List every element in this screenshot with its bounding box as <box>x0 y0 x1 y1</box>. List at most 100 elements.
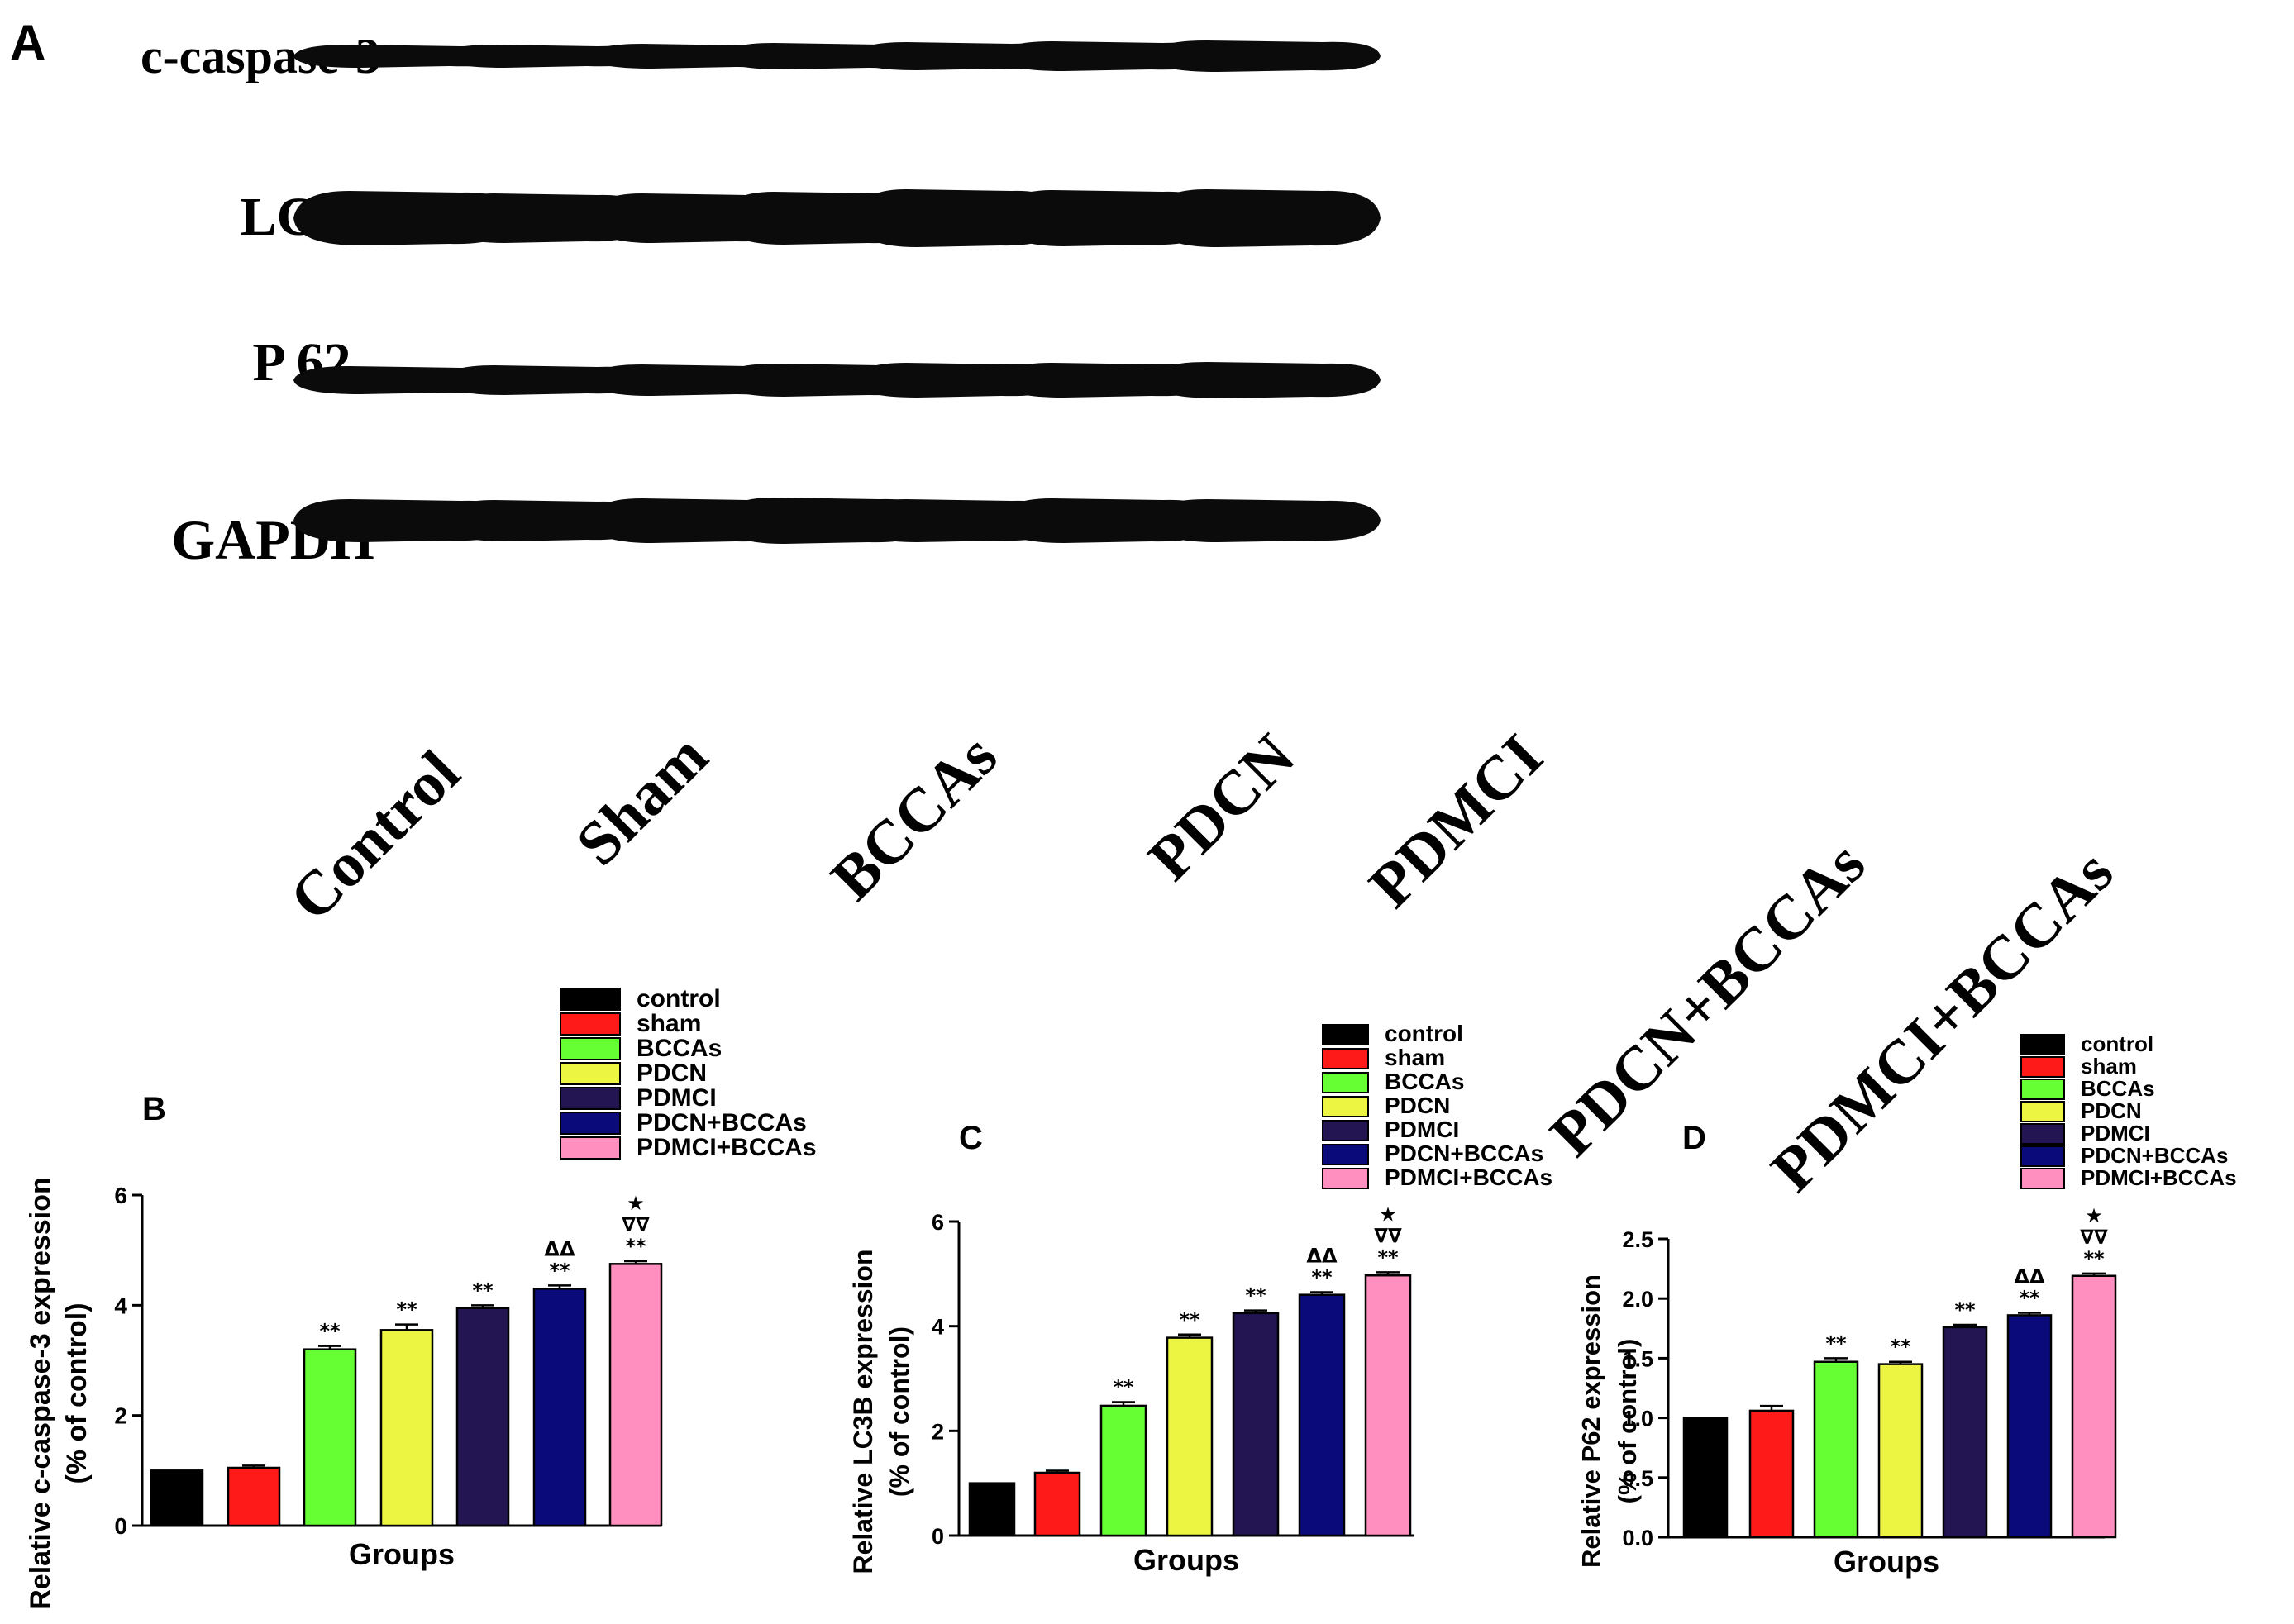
legend-swatch <box>1322 1144 1369 1165</box>
legend-swatch <box>1322 1120 1369 1141</box>
legend-swatch <box>560 1136 621 1160</box>
legend-label: control <box>1385 1021 1463 1046</box>
significance-label: ∇∇ <box>2080 1226 2108 1249</box>
y-tick-label: 2 <box>932 1419 944 1444</box>
legend-label: PDCN <box>1385 1093 1450 1118</box>
legend-label: PDMCI+BCCAs <box>1385 1164 1552 1190</box>
x-axis-label: Groups <box>1133 1543 1239 1577</box>
lane-label: Control <box>276 738 473 935</box>
significance-label: ★ <box>1379 1203 1397 1226</box>
y-tick-label: 4 <box>932 1315 944 1340</box>
legend-swatch <box>560 1062 621 1085</box>
legend-swatch <box>2020 1145 2065 1167</box>
y-tick-label: 0 <box>932 1524 944 1549</box>
significance-label: ** <box>1311 1266 1333 1289</box>
y-tick-label: 0.0 <box>1622 1526 1653 1550</box>
y-axis-label: Relative LC3B expression <box>848 1249 878 1574</box>
y-axis-label: Relative c-caspase-3 expression <box>25 1177 56 1610</box>
significance-label: ΔΔ <box>2014 1265 2045 1288</box>
significance-label: ** <box>2083 1247 2105 1270</box>
legend-swatch <box>2020 1056 2065 1078</box>
bar <box>968 1482 1016 1537</box>
bar <box>1942 1326 1988 1539</box>
legend-label: PDMCI+BCCAs <box>637 1134 817 1161</box>
y-tick-label: 1.0 <box>1622 1407 1653 1431</box>
y-axis-label: Relative P62 expression <box>1576 1274 1605 1568</box>
x-axis-label: Groups <box>1834 1545 1939 1579</box>
legend-label: PDMCI <box>637 1084 717 1112</box>
significance-label: ** <box>396 1298 417 1322</box>
y-tick-label: 0.5 <box>1622 1466 1653 1491</box>
legend-label: PDCN+BCCAs <box>2081 1143 2228 1168</box>
bar <box>1682 1417 1729 1539</box>
y-tick-label: 6 <box>932 1210 944 1235</box>
y-axis-label: (% of control) <box>61 1303 93 1484</box>
bar <box>1033 1471 1081 1537</box>
bar <box>1232 1312 1280 1537</box>
legend-swatch <box>560 1012 621 1036</box>
bar <box>1877 1363 1924 1539</box>
legend-label: sham <box>637 1010 701 1037</box>
bar <box>227 1466 281 1527</box>
y-tick-label: 1.5 <box>1622 1346 1653 1371</box>
legend-swatch <box>560 1037 621 1060</box>
legend-swatch <box>1322 1072 1369 1093</box>
panel-label: C <box>959 1120 983 1156</box>
bar <box>150 1469 204 1527</box>
legend-swatch <box>2020 1123 2065 1145</box>
legend-swatch <box>1322 1096 1369 1117</box>
bar <box>608 1263 663 1527</box>
significance-label: ** <box>472 1279 494 1302</box>
panel-label: B <box>142 1091 166 1127</box>
legend-swatch <box>2020 1101 2065 1122</box>
y-tick-label: 2.5 <box>1622 1227 1653 1252</box>
legend-swatch <box>560 988 621 1011</box>
legend-swatch <box>1322 1024 1369 1045</box>
significance-label: ∇∇ <box>1374 1224 1402 1247</box>
lane-label: Sham <box>563 722 721 879</box>
y-tick-label: 6 <box>114 1183 127 1208</box>
y-axis-label: (% of control) <box>1613 1339 1642 1504</box>
y-axis-label: (% of control) <box>885 1326 914 1497</box>
y-tick-label: 4 <box>114 1293 127 1318</box>
bar <box>1166 1336 1214 1537</box>
significance-label: ** <box>1179 1308 1200 1331</box>
significance-label: ∇∇ <box>622 1213 650 1236</box>
legend-label: BCCAs <box>2081 1076 2155 1101</box>
legend-swatch <box>2020 1034 2065 1055</box>
legend-swatch <box>2020 1168 2065 1189</box>
bar <box>1364 1274 1412 1537</box>
lane-label: PDMCI <box>1357 722 1556 921</box>
blot-band <box>1149 499 1381 542</box>
legend-label: PDMCI+BCCAs <box>2081 1165 2237 1190</box>
bar <box>2006 1314 2053 1539</box>
legend-swatch <box>2020 1079 2065 1100</box>
legend-label: BCCAs <box>1385 1069 1464 1094</box>
lane-label: BCCAs <box>818 722 1010 914</box>
significance-label: ★ <box>627 1192 645 1215</box>
legend-label: PDCN+BCCAs <box>637 1109 807 1136</box>
legend-label: PDCN <box>2081 1098 2142 1123</box>
legend-swatch <box>1322 1048 1369 1069</box>
bar <box>1748 1409 1795 1539</box>
lane-label: PDCN <box>1135 722 1308 894</box>
bar <box>379 1329 434 1527</box>
blot-band <box>1149 362 1381 398</box>
bar <box>532 1288 587 1527</box>
y-tick-label: 2 <box>114 1403 127 1429</box>
significance-label: ** <box>625 1235 646 1258</box>
panel-a-label: A <box>10 15 45 70</box>
legend-swatch <box>1322 1168 1369 1189</box>
legend-label: control <box>2081 1031 2153 1056</box>
bar <box>1298 1293 1346 1537</box>
legend-label: BCCAs <box>637 1035 722 1062</box>
significance-label: ** <box>1113 1376 1134 1399</box>
x-axis-label: Groups <box>349 1537 455 1571</box>
legend-label: sham <box>1385 1045 1445 1070</box>
bar <box>455 1307 510 1527</box>
significance-label: ** <box>549 1259 570 1282</box>
y-tick-label: 2.0 <box>1622 1287 1653 1312</box>
significance-label: ** <box>1377 1245 1399 1269</box>
